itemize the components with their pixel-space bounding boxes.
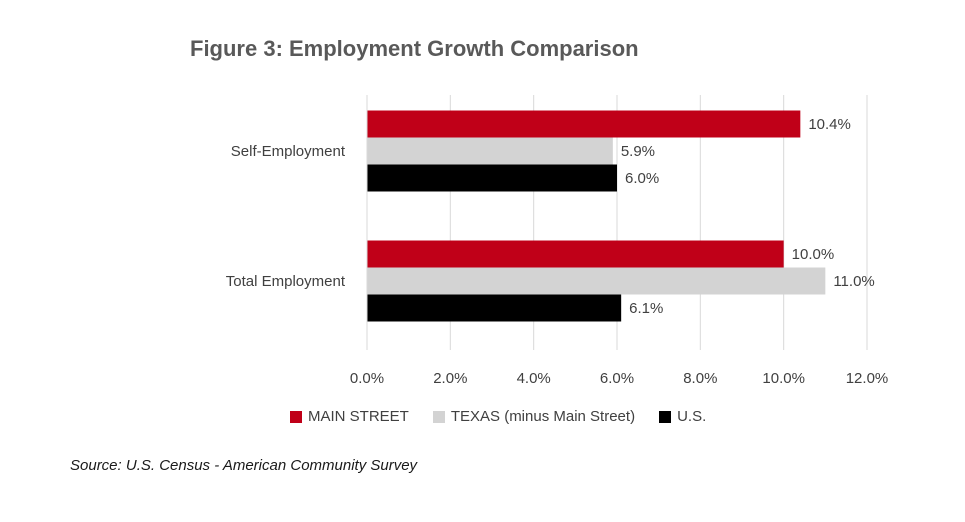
data-label-1-2: 6.1% bbox=[629, 300, 663, 317]
legend-item-us: U.S. bbox=[659, 408, 706, 425]
x-tick-label-2: 4.0% bbox=[517, 370, 551, 387]
legend-item-texas: TEXAS (minus Main Street) bbox=[432, 408, 636, 425]
legend-label-texas: TEXAS (minus Main Street) bbox=[450, 408, 636, 425]
legend-label-main-street: MAIN STREET bbox=[308, 408, 409, 425]
data-label-0-0: 10.4% bbox=[808, 116, 851, 133]
legend-swatch-main-street bbox=[290, 410, 302, 423]
x-tick-label-1: 2.0% bbox=[433, 370, 467, 387]
category-label-0: Self-Employment bbox=[231, 143, 346, 160]
data-label-1-1: 11.0% bbox=[833, 273, 874, 290]
chart-title: Figure 3: Employment Growth Comparison bbox=[190, 36, 639, 61]
chart-legend: MAIN STREET TEXAS (minus Main Street) U.… bbox=[290, 408, 730, 425]
category-label-1: Total Employment bbox=[226, 273, 346, 290]
bar-0-1 bbox=[367, 137, 613, 165]
source-note: Source: U.S. Census - American Community… bbox=[70, 457, 418, 474]
data-label-1-0: 10.0% bbox=[792, 246, 835, 263]
data-label-0-2: 6.0% bbox=[625, 170, 659, 187]
bar-chart: 0.0% 2.0% 4.0% 6.0% 8.0% 10.0% 12.0% Self-Emplo… bbox=[226, 95, 889, 387]
data-label-0-1: 5.9% bbox=[621, 143, 655, 160]
bar-1-0 bbox=[367, 240, 784, 268]
x-tick-label-4: 8.0% bbox=[683, 370, 717, 387]
legend-item-main-street: MAIN STREET bbox=[290, 408, 409, 425]
legend-swatch-texas bbox=[432, 410, 445, 423]
x-tick-label-6: 12.0% bbox=[846, 370, 889, 387]
x-tick-label-5: 10.0% bbox=[762, 370, 805, 387]
legend-swatch-us bbox=[659, 410, 672, 423]
bar-0-2 bbox=[367, 164, 617, 192]
legend-label-us: U.S. bbox=[677, 408, 707, 425]
bar-0-0 bbox=[367, 110, 801, 138]
x-tick-label-0: 0.0% bbox=[350, 370, 384, 387]
x-tick-label-3: 6.0% bbox=[600, 370, 634, 387]
bar-1-2 bbox=[367, 294, 622, 322]
bar-1-1 bbox=[367, 267, 826, 295]
